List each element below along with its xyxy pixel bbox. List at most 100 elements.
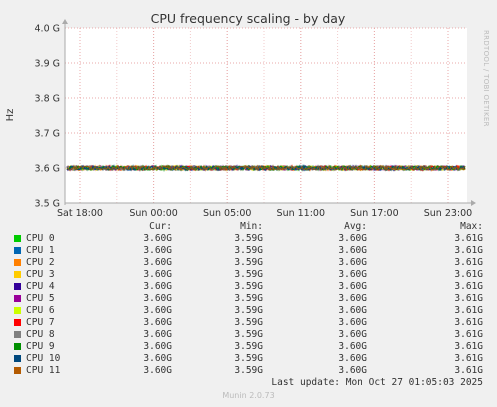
legend-max-value: 3.61G (454, 233, 483, 244)
legend-header: Cur: Min: Avg: Max: (0, 221, 497, 233)
legend-cur-value: 3.60G (143, 233, 172, 244)
y-tick-label: 3.7 G (35, 129, 61, 140)
legend-max-value: 3.61G (454, 245, 483, 256)
legend-avg-value: 3.60G (338, 329, 367, 340)
axes (62, 19, 476, 206)
x-tick-label: Sat 18:00 (57, 208, 103, 219)
legend-max-value: 3.61G (454, 305, 483, 316)
legend-swatch (14, 247, 21, 254)
legend-avg-value: 3.60G (338, 233, 367, 244)
legend-row: CPU 1 3.60G 3.59G 3.60G 3.61G (0, 245, 497, 257)
rrdtool-watermark: RRDTOOL / TOBI OETIKER (482, 30, 490, 127)
legend-row: CPU 7 3.60G 3.59G 3.60G 3.61G (0, 317, 497, 329)
y-tick-label: 3.8 G (35, 94, 61, 105)
legend-avg-value: 3.60G (338, 269, 367, 280)
legend-swatch (14, 283, 21, 290)
legend-max-value: 3.61G (454, 257, 483, 268)
legend-cur-value: 3.60G (143, 365, 172, 376)
y-tick-label: 4.0 G (35, 24, 61, 35)
legend-swatch (14, 367, 21, 374)
legend-min-value: 3.59G (234, 329, 263, 340)
legend-series-name: CPU 0 (26, 233, 55, 244)
plot-area (65, 28, 467, 203)
legend-max-value: 3.61G (454, 293, 483, 304)
legend-max-value: 3.61G (454, 353, 483, 364)
legend-min-value: 3.59G (234, 281, 263, 292)
legend-min-value: 3.59G (234, 341, 263, 352)
legend-avg-value: 3.60G (338, 305, 367, 316)
legend-min-value: 3.59G (234, 269, 263, 280)
legend-avg-value: 3.60G (338, 293, 367, 304)
x-tick-label: Sun 05:00 (203, 208, 251, 219)
legend-rows: CPU 0 3.60G 3.59G 3.60G 3.61G CPU 1 3.60G 3.59G… (0, 233, 497, 377)
legend-avg-value: 3.60G (338, 365, 367, 376)
legend-min-value: 3.59G (234, 365, 263, 376)
legend-row: CPU 5 3.60G 3.59G 3.60G 3.61G (0, 293, 497, 305)
chart: CPU frequency scaling - by day Hz 3.5 G3… (5, 11, 476, 219)
legend-row: CPU 11 3.60G 3.59G 3.60G 3.61G (0, 365, 497, 377)
last-update: Last update: Mon Oct 27 01:05:03 2025 (271, 377, 483, 388)
legend-row: CPU 9 3.60G 3.59G 3.60G 3.61G (0, 341, 497, 353)
legend-min-value: 3.59G (234, 353, 263, 364)
y-tick-label: 3.6 G (35, 164, 61, 175)
legend-cur-value: 3.60G (143, 305, 172, 316)
x-axis-ticks: Sat 18:00 Sun 00:00 Sun 05:00 Sun 11:00 Sun … (57, 208, 472, 219)
legend-min-value: 3.59G (234, 317, 263, 328)
legend-swatch (14, 307, 21, 314)
legend-row: CPU 0 3.60G 3.59G 3.60G 3.61G (0, 233, 497, 245)
legend-swatch (14, 295, 21, 302)
legend-avg-value: 3.60G (338, 317, 367, 328)
legend-header-cur: Cur: (149, 221, 172, 232)
legend-avg-value: 3.60G (338, 353, 367, 364)
legend-avg-value: 3.60G (338, 245, 367, 256)
series-lines (66, 164, 466, 172)
chart-title: CPU frequency scaling - by day (151, 11, 346, 26)
legend-cur-value: 3.60G (143, 245, 172, 256)
legend-row: CPU 4 3.60G 3.59G 3.60G 3.61G (0, 281, 497, 293)
legend-row: CPU 10 3.60G 3.59G 3.60G 3.61G (0, 353, 497, 365)
legend-series-name: CPU 4 (26, 281, 55, 292)
x-tick-label: Sun 00:00 (129, 208, 177, 219)
legend-max-value: 3.61G (454, 269, 483, 280)
legend-header-max: Max: (460, 221, 483, 232)
x-tick-label: Sun 11:00 (277, 208, 325, 219)
legend-series-name: CPU 11 (26, 365, 61, 376)
legend-min-value: 3.59G (234, 245, 263, 256)
series-line (66, 164, 466, 172)
munin-version: Munin 2.0.73 (222, 391, 275, 400)
legend-series-name: CPU 3 (26, 269, 55, 280)
legend-cur-value: 3.60G (143, 293, 172, 304)
legend-cur-value: 3.60G (143, 281, 172, 292)
legend-max-value: 3.61G (454, 281, 483, 292)
legend-min-value: 3.59G (234, 293, 263, 304)
grid (65, 27, 467, 203)
legend: Cur: Min: Avg: Max: CPU 0 3.60G 3.59G 3.60G… (0, 221, 497, 377)
legend-swatch (14, 343, 21, 350)
legend-cur-value: 3.60G (143, 257, 172, 268)
legend-cur-value: 3.60G (143, 329, 172, 340)
legend-avg-value: 3.60G (338, 341, 367, 352)
legend-avg-value: 3.60G (338, 281, 367, 292)
legend-max-value: 3.61G (454, 341, 483, 352)
legend-series-name: CPU 5 (26, 293, 55, 304)
legend-cur-value: 3.60G (143, 353, 172, 364)
y-axis-ticks: 3.5 G 3.6 G 3.7 G 3.8 G 3.9 G 4.0 G (35, 24, 61, 210)
legend-max-value: 3.61G (454, 317, 483, 328)
legend-swatch (14, 355, 21, 362)
legend-row: CPU 6 3.60G 3.59G 3.60G 3.61G (0, 305, 497, 317)
legend-swatch (14, 319, 21, 326)
legend-row: CPU 2 3.60G 3.59G 3.60G 3.61G (0, 257, 497, 269)
legend-max-value: 3.61G (454, 365, 483, 376)
x-tick-label: Sun 17:00 (350, 208, 398, 219)
legend-series-name: CPU 1 (26, 245, 55, 256)
legend-avg-value: 3.60G (338, 257, 367, 268)
legend-swatch (14, 331, 21, 338)
legend-min-value: 3.59G (234, 257, 263, 268)
x-tick-label: Sun 23:00 (424, 208, 472, 219)
legend-swatch (14, 235, 21, 242)
legend-min-value: 3.59G (234, 305, 263, 316)
legend-swatch (14, 271, 21, 278)
y-tick-label: 3.5 G (35, 199, 61, 210)
legend-series-name: CPU 2 (26, 257, 55, 268)
legend-series-name: CPU 8 (26, 329, 55, 340)
